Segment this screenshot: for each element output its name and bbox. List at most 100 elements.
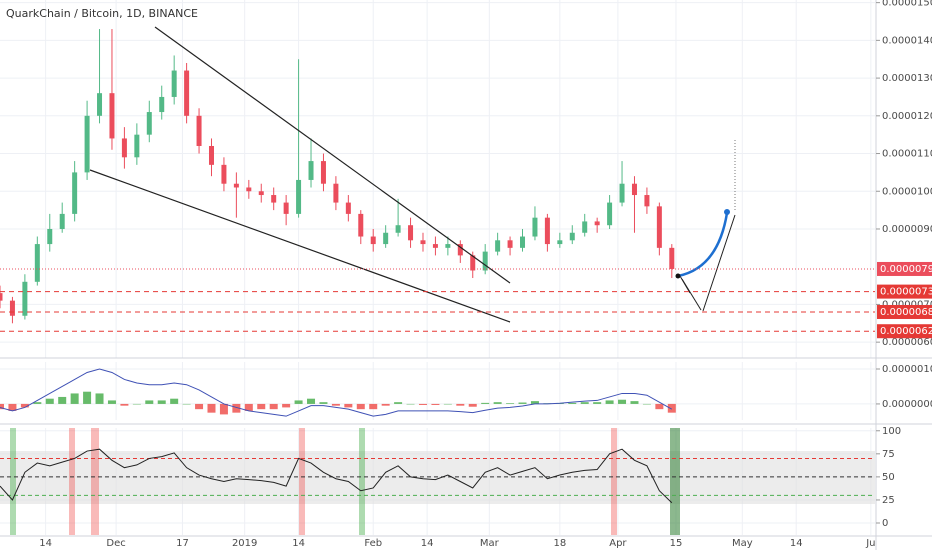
- y-tick-label: 100: [882, 426, 901, 437]
- candle-body: [432, 244, 438, 248]
- histogram-bar: [481, 402, 490, 404]
- histogram-bar: [120, 403, 129, 406]
- candle-body: [457, 244, 463, 256]
- candle-body: [208, 145, 214, 165]
- histogram-bar: [369, 403, 378, 410]
- histogram-bar: [170, 398, 179, 404]
- highlight: [10, 428, 16, 535]
- y-tick-label: 0.00001300: [882, 73, 932, 84]
- histogram-bar: [667, 403, 676, 413]
- y-tick-label: 50: [882, 472, 895, 483]
- x-tick-label: Dec: [106, 538, 125, 549]
- candle-body: [171, 70, 177, 97]
- y-tick-label: 75: [882, 449, 895, 460]
- candle-body: [532, 217, 538, 237]
- trend-line: [89, 169, 511, 323]
- candle-body: [569, 232, 575, 241]
- curve-arrow: [677, 212, 729, 278]
- histogram-bar: [593, 402, 602, 404]
- histogram-bar: [493, 402, 502, 404]
- y-tick-label: 0.00001100: [882, 149, 932, 160]
- histogram-bar: [381, 403, 390, 406]
- candle-body: [34, 244, 40, 282]
- histogram-bar: [580, 402, 589, 404]
- x-tick-label: Mar: [480, 538, 500, 549]
- x-tick-label: 14: [39, 538, 52, 549]
- histogram-bar: [630, 401, 639, 404]
- highlight: [91, 428, 99, 535]
- macd-line: [0, 368, 673, 417]
- histogram-bar: [568, 402, 577, 404]
- histogram-bar: [456, 403, 465, 406]
- x-tick-label: Apr: [609, 538, 627, 549]
- highlight: [299, 428, 305, 535]
- histogram-bar: [107, 400, 116, 404]
- histogram-bar: [145, 400, 154, 404]
- histogram-bar: [356, 403, 365, 410]
- histogram-bar: [219, 403, 228, 415]
- x-tick-label: 18: [553, 538, 566, 549]
- x-tick-label: May: [732, 538, 753, 549]
- histogram-bar: [45, 398, 54, 404]
- candle-body: [146, 112, 152, 135]
- highlight: [670, 428, 680, 535]
- candle-body: [408, 225, 414, 241]
- candle-body: [607, 202, 613, 226]
- y-tick-label: 25: [882, 495, 895, 506]
- histogram-bar: [244, 403, 253, 411]
- candle-body: [271, 195, 277, 203]
- histogram-bar: [307, 398, 316, 404]
- histogram-bar: [257, 403, 266, 410]
- histogram-bar: [406, 403, 415, 405]
- candle-body: [520, 236, 526, 248]
- candle-body: [557, 240, 563, 245]
- price-label: 0.00000794: [880, 264, 932, 275]
- price-label-box: [877, 324, 932, 339]
- candle-body: [72, 172, 78, 214]
- histogram-bar: [331, 403, 340, 406]
- candle-body: [221, 164, 227, 184]
- y-tick-label: 0.00001500: [882, 0, 932, 9]
- price-label-box: [877, 304, 932, 319]
- histogram-bar: [70, 393, 79, 404]
- histogram-bar: [132, 403, 141, 405]
- x-tick-label: 14: [421, 538, 434, 549]
- candle-body: [159, 96, 165, 113]
- candle-body: [656, 206, 662, 248]
- histogram-bar: [394, 402, 403, 404]
- candle-body: [59, 213, 65, 229]
- candle-body: [619, 183, 625, 203]
- candle-body: [296, 179, 302, 214]
- candle-body: [544, 217, 550, 245]
- histogram-bar: [468, 403, 477, 407]
- candle-body: [9, 300, 15, 316]
- highlight: [359, 428, 365, 535]
- histogram-bar: [182, 403, 191, 405]
- histogram-bar: [418, 403, 427, 405]
- x-tick-label: Ju: [865, 538, 875, 549]
- candle-body: [445, 244, 451, 248]
- y-tick-label: 0.00001400: [882, 35, 932, 46]
- candle-body: [669, 247, 675, 269]
- histogram-bar: [0, 403, 4, 410]
- highlight: [611, 428, 617, 535]
- candle-body: [345, 202, 351, 214]
- histogram-bar: [33, 402, 42, 404]
- candle-body: [383, 232, 389, 245]
- candle-body: [258, 191, 264, 196]
- histogram-bar: [618, 399, 627, 404]
- candle-body: [134, 134, 140, 158]
- candle-body: [283, 202, 289, 214]
- y-tick-label: 0.00000600: [882, 337, 932, 348]
- price-label-box: [877, 261, 932, 276]
- histogram-bar: [443, 403, 452, 405]
- x-tick-label: 2019: [232, 538, 257, 549]
- candle-body: [320, 161, 326, 184]
- candle-body: [644, 195, 650, 207]
- candle-body: [246, 187, 252, 192]
- candle-body: [22, 281, 28, 316]
- candle-body: [370, 236, 376, 245]
- candle-body: [582, 221, 588, 233]
